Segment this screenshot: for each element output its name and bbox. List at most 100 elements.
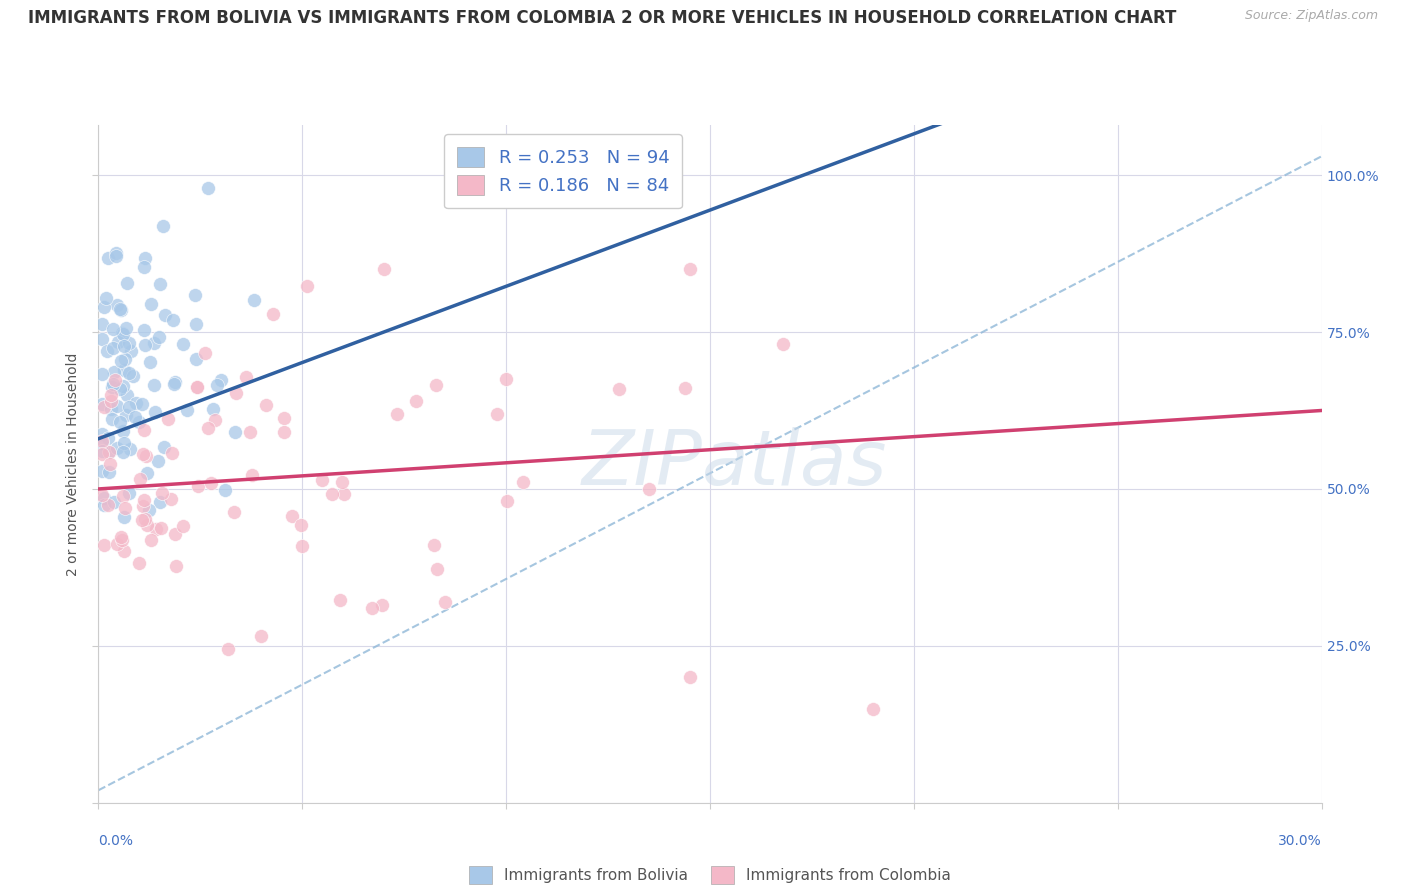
Point	[114, 436, 136, 450]
Point	[131, 499, 153, 513]
Point	[204, 413, 226, 427]
Point	[100, 394, 122, 409]
Point	[93, 491, 115, 505]
Point	[243, 293, 266, 307]
Point	[373, 262, 395, 277]
Point	[98, 465, 121, 479]
Point	[136, 467, 159, 481]
Point	[637, 482, 659, 496]
Point	[139, 297, 162, 311]
Point	[117, 485, 139, 500]
Point	[186, 352, 208, 367]
Point	[91, 447, 114, 461]
Point	[112, 509, 135, 524]
Point	[112, 339, 135, 353]
Point	[91, 427, 114, 442]
Point	[153, 440, 176, 454]
Point	[434, 595, 457, 609]
Point	[120, 343, 142, 358]
Point	[205, 377, 228, 392]
Point	[224, 425, 246, 440]
Point	[273, 410, 295, 425]
Point	[425, 378, 447, 392]
Point	[103, 341, 125, 355]
Point	[114, 501, 136, 516]
Point	[111, 326, 134, 340]
Point	[332, 486, 354, 500]
Point	[100, 411, 122, 425]
Point	[103, 377, 125, 392]
Point	[111, 533, 134, 547]
Point	[101, 380, 124, 394]
Point	[134, 338, 156, 352]
Point	[134, 252, 156, 266]
Point	[97, 431, 120, 445]
Point	[112, 544, 135, 558]
Point	[110, 354, 132, 368]
Point	[107, 335, 129, 350]
Point	[145, 522, 167, 536]
Point	[91, 444, 114, 458]
Point	[197, 180, 219, 194]
Point	[172, 337, 194, 351]
Point	[91, 332, 114, 346]
Point	[110, 301, 132, 316]
Point	[115, 409, 138, 423]
Point	[128, 415, 150, 429]
Point	[142, 377, 165, 392]
Point	[100, 402, 122, 417]
Point	[108, 382, 131, 396]
Point	[172, 518, 194, 533]
Point	[110, 415, 132, 429]
Point	[128, 557, 150, 571]
Point	[111, 424, 134, 438]
Point	[187, 479, 209, 493]
Point	[165, 376, 187, 390]
Point	[297, 279, 319, 293]
Point	[135, 449, 157, 463]
Point	[98, 445, 121, 459]
Point	[496, 494, 519, 508]
Point	[118, 442, 141, 456]
Point	[146, 454, 169, 468]
Point	[93, 538, 115, 552]
Point	[186, 380, 208, 394]
Point	[426, 562, 449, 576]
Text: Source: ZipAtlas.com: Source: ZipAtlas.com	[1244, 9, 1378, 22]
Point	[360, 600, 382, 615]
Point	[162, 313, 184, 327]
Point	[254, 398, 277, 412]
Point	[162, 446, 184, 460]
Point	[329, 592, 352, 607]
Point	[862, 701, 884, 715]
Point	[132, 260, 155, 274]
Point	[91, 397, 114, 411]
Point	[91, 318, 114, 332]
Point	[105, 298, 128, 312]
Point	[125, 395, 148, 409]
Point	[321, 487, 343, 501]
Point	[97, 252, 120, 266]
Point	[290, 539, 312, 553]
Point	[273, 425, 295, 439]
Point	[107, 399, 129, 413]
Point	[111, 379, 134, 393]
Point	[165, 558, 187, 573]
Point	[495, 372, 517, 386]
Point	[134, 512, 156, 526]
Point	[142, 335, 165, 350]
Point	[200, 475, 222, 490]
Point	[91, 436, 114, 450]
Point	[679, 262, 702, 277]
Point	[772, 337, 794, 351]
Point	[240, 467, 263, 482]
Point	[96, 344, 118, 359]
Point	[152, 219, 174, 234]
Point	[157, 411, 180, 425]
Point	[184, 288, 207, 302]
Point	[217, 642, 239, 657]
Point	[149, 277, 172, 291]
Point	[93, 498, 115, 512]
Point	[673, 381, 696, 395]
Point	[163, 526, 186, 541]
